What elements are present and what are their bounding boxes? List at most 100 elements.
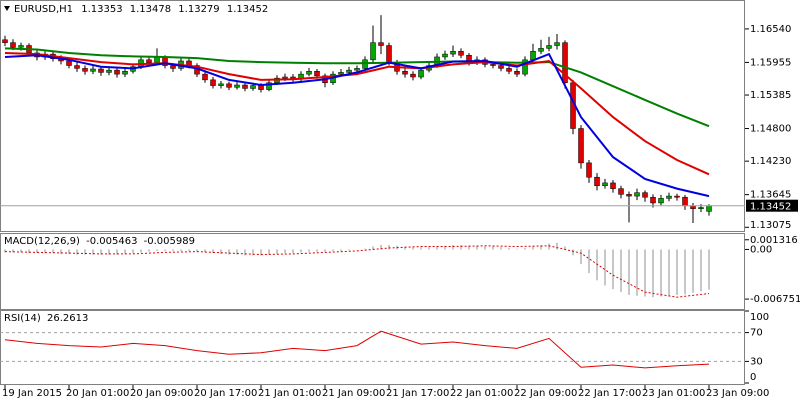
x-tick-label: 22 Jan 17:00 <box>578 388 641 399</box>
candle-body <box>338 72 344 75</box>
candle-body <box>74 65 80 69</box>
candle-body <box>18 45 24 48</box>
last-low: 1.13279 <box>178 4 219 15</box>
candle-body <box>506 68 512 72</box>
last-high: 1.13478 <box>130 4 171 15</box>
candle-body <box>626 194 632 197</box>
x-tick-label: 20 Jan 09:00 <box>130 388 193 399</box>
candle-body <box>266 82 272 90</box>
moving-average <box>4 52 710 176</box>
candle-body <box>66 60 72 66</box>
macd-panel <box>0 233 745 310</box>
x-tick-label: 21 Jan 17:00 <box>386 388 449 399</box>
candle-body <box>218 83 224 86</box>
price-panel <box>0 0 745 232</box>
y-tick-label: 1.15385 <box>750 90 791 101</box>
y-tick-label: 0 <box>750 372 756 383</box>
y-tick-label: 30 <box>750 356 763 367</box>
candle-body <box>122 71 128 75</box>
symbol: EURUSD,H1 <box>14 4 73 15</box>
candle-body <box>634 192 640 197</box>
candle-body <box>210 79 216 86</box>
y-tick-label: 1.13075 <box>750 220 791 231</box>
candle-body <box>490 64 496 66</box>
y-tick-label: 70 <box>750 328 763 339</box>
candle-body <box>602 182 608 187</box>
candle-body <box>554 42 560 46</box>
rsi-panel <box>0 310 745 385</box>
candle-body <box>402 71 408 75</box>
candle-body <box>522 59 528 75</box>
candle-body <box>690 205 696 209</box>
candle-body <box>314 71 320 77</box>
candle-body <box>698 207 704 209</box>
candle-body <box>346 69 352 73</box>
candle-body <box>258 85 264 90</box>
y-tick-label: 100 <box>750 312 769 323</box>
candle-body <box>594 176 600 187</box>
x-tick-label: 20 Jan 01:00 <box>66 388 129 399</box>
y-tick-label: 1.14800 <box>750 124 791 135</box>
x-tick-label: 19 Jan 2015 <box>2 388 62 399</box>
candle-body <box>418 69 424 78</box>
x-tick-label: 23 Jan 01:00 <box>642 388 705 399</box>
x-tick-label: 21 Jan 01:00 <box>258 388 321 399</box>
candle-body <box>650 196 656 204</box>
x-tick-label: 23 Jan 09:00 <box>706 388 769 399</box>
candle-body <box>546 45 552 49</box>
macd-title: MACD(12,26,9) <box>4 236 80 247</box>
rsi-title: RSI(14) <box>4 313 41 324</box>
candle-body <box>442 53 448 58</box>
candle-body <box>90 68 96 72</box>
y-tick-label: -0.006751 <box>750 294 800 305</box>
candle-body <box>106 69 112 73</box>
y-tick-label: 0.00 <box>750 244 772 255</box>
y-tick-label: 0.001316 <box>750 235 798 246</box>
candle-body <box>682 196 688 207</box>
candle-body <box>538 48 544 52</box>
rsi-value: 26.2613 <box>47 313 88 324</box>
candle-body <box>378 42 384 46</box>
signal-value: -0.005989 <box>144 236 195 247</box>
candle-body <box>514 71 520 75</box>
candle-body <box>114 69 120 75</box>
candle-body <box>386 45 392 63</box>
y-tick-label: 1.14230 <box>750 156 791 167</box>
candle-body <box>674 195 680 198</box>
candle-body <box>658 198 664 204</box>
price-header: EURUSD,H1 1.13353 1.13478 1.13279 1.1345… <box>14 4 268 15</box>
x-tick-label: 22 Jan 09:00 <box>514 388 577 399</box>
macd-header: MACD(12,26,9) -0.005463 -0.005989 <box>4 236 195 247</box>
signal-line <box>4 245 710 298</box>
candle-body <box>306 71 312 75</box>
x-tick-label: 21 Jan 09:00 <box>322 388 385 399</box>
candle-body <box>458 50 464 56</box>
candle-body <box>234 84 240 88</box>
candle-body <box>10 42 16 48</box>
candle-body <box>354 68 360 71</box>
candle-body <box>410 73 416 78</box>
rsi-header: RSI(14) 26.2613 <box>4 313 88 324</box>
candle-body <box>146 59 152 63</box>
candle-body <box>618 188 624 195</box>
candle-body <box>250 85 256 89</box>
candle-body <box>450 50 456 55</box>
moving-average <box>4 52 710 198</box>
y-tick-label: 1.15955 <box>750 57 791 68</box>
candle-body <box>610 182 616 189</box>
candle-body <box>82 68 88 72</box>
candle-body <box>282 76 288 79</box>
candle-body <box>98 68 104 73</box>
candle-body <box>202 73 208 81</box>
moving-average <box>4 47 710 128</box>
candle-body <box>242 84 248 89</box>
last-close: 1.13452 <box>227 4 268 15</box>
candle-body <box>666 195 672 199</box>
candle-body <box>562 42 568 83</box>
candle-body <box>642 192 648 198</box>
candle-body <box>370 42 376 61</box>
symbol-icon <box>4 6 10 11</box>
y-tick-label: 1.16540 <box>750 24 791 35</box>
candle-body <box>226 83 232 88</box>
